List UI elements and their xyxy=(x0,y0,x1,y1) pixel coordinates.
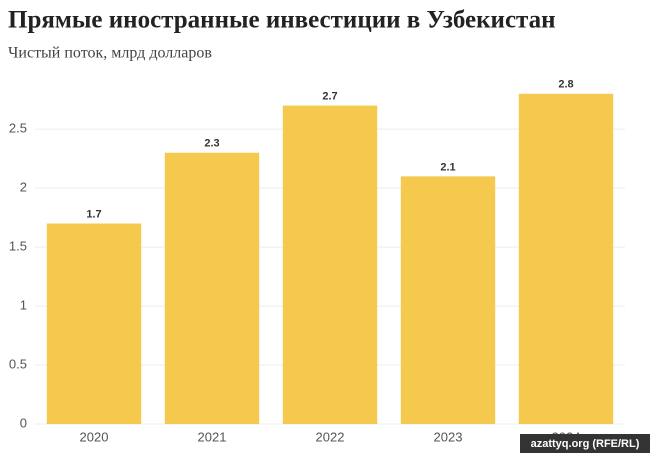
chart-subtitle: Чистый поток, млрд долларов xyxy=(8,45,212,62)
chart-title: Прямые иностранные инвестиции в Узбекист… xyxy=(8,7,556,34)
bar xyxy=(282,105,378,424)
bar xyxy=(400,176,496,424)
value-label: 2.1 xyxy=(440,161,455,173)
x-tick-label: 2023 xyxy=(434,429,463,444)
value-label: 2.3 xyxy=(204,138,219,150)
y-tick-label: 2.5 xyxy=(9,121,27,136)
x-tick-label: 2021 xyxy=(198,429,227,444)
y-tick-label: 0 xyxy=(20,415,27,430)
y-tick-label: 1.5 xyxy=(9,239,27,254)
source-box xyxy=(520,434,650,453)
y-tick-label: 1 xyxy=(20,298,27,313)
bar xyxy=(46,223,142,424)
source: azattyq.org (RFE/RL) xyxy=(531,438,640,450)
x-tick-label: 2020 xyxy=(80,429,109,444)
bar xyxy=(518,93,614,425)
value-label: 2.7 xyxy=(322,90,337,102)
y-tick-label: 0.5 xyxy=(9,356,27,371)
y-tick-label: 2 xyxy=(20,180,27,195)
value-label: 2.8 xyxy=(558,79,573,91)
bar xyxy=(164,152,260,425)
x-tick-label: 2022 xyxy=(316,429,345,444)
value-label: 1.7 xyxy=(86,208,101,220)
